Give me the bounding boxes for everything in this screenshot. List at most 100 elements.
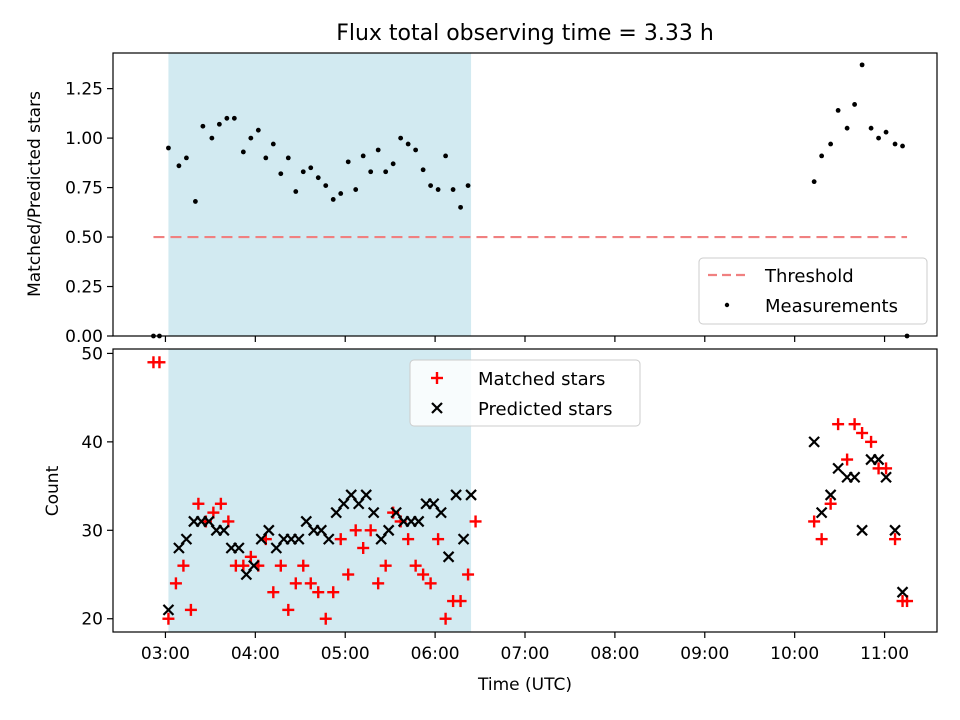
legend-matched-label: Matched stars — [478, 369, 605, 390]
measurement-point — [315, 175, 321, 181]
measurement-point — [383, 169, 389, 175]
predicted-stars-series — [162, 436, 909, 616]
matched-star-point — [237, 559, 250, 572]
measurement-point — [330, 197, 336, 202]
measurement-point — [375, 147, 381, 153]
y-tick-label: 30 — [81, 521, 103, 541]
matched-star-point — [439, 612, 452, 625]
measurement-point — [193, 199, 198, 204]
matched-star-point — [184, 603, 197, 616]
predicted-star-point — [162, 604, 175, 616]
predicted-star-point — [292, 533, 305, 545]
x-tick-label: 09:00 — [680, 644, 729, 664]
predicted-star-point — [367, 506, 380, 519]
predicted-star-point — [435, 506, 447, 519]
top-axes-frame — [112, 52, 938, 337]
measurement-point — [844, 125, 850, 131]
measurement-point — [883, 129, 889, 135]
bottom-x-ticks: 03:00 04:00 05:00 06:00 07:00 08:00 09:00 10:00… — [141, 632, 909, 664]
predicted-star-point — [889, 524, 901, 537]
measurement-point — [413, 147, 419, 153]
predicted-star-point — [442, 551, 455, 563]
matched-star-point — [432, 533, 445, 546]
matched-star-point — [162, 612, 175, 625]
matched-star-point — [856, 427, 869, 440]
measurement-point — [900, 143, 905, 149]
measurement-point — [308, 165, 314, 171]
measurement-point — [184, 155, 189, 161]
predicted-star-point — [248, 559, 260, 572]
measurement-point — [876, 135, 881, 141]
measurement-point — [428, 183, 434, 188]
measurement-point — [450, 187, 456, 192]
measurement-point — [216, 121, 222, 127]
matched-star-point — [327, 586, 340, 599]
matched-star-point — [357, 541, 370, 554]
measurement-point — [293, 189, 299, 194]
matched-star-point — [282, 603, 295, 616]
predicted-star-point — [412, 515, 425, 528]
y-tick-label: 1.25 — [65, 80, 103, 100]
measurement-point — [458, 204, 463, 210]
predicted-star-point — [180, 533, 193, 545]
measurement-point — [278, 171, 284, 177]
matched-star-point — [417, 568, 430, 581]
matched-star-point — [267, 586, 280, 599]
measurement-point — [240, 149, 246, 155]
legend-predicted-swatch — [431, 402, 443, 414]
measurement-point — [166, 145, 171, 151]
measurement-point — [360, 153, 366, 159]
measurement-point — [819, 153, 825, 159]
top-x-ticks — [164, 336, 886, 342]
predicted-star-point — [465, 489, 477, 501]
predicted-star-point — [218, 524, 230, 537]
measurement-point — [398, 135, 404, 141]
matched-star-point — [808, 515, 821, 528]
predicted-star-point — [832, 462, 844, 475]
matched-star-point — [841, 453, 854, 466]
matched-star-point — [865, 435, 878, 448]
measurement-point — [892, 141, 898, 147]
matched-star-point — [349, 524, 362, 537]
matched-star-point — [815, 533, 828, 546]
x-tick-label: 05:00 — [321, 644, 370, 664]
legend-matched-swatch — [431, 372, 443, 384]
matched-star-point — [297, 559, 310, 572]
matched-star-point — [469, 515, 482, 528]
measurement-point — [420, 167, 426, 173]
measurement-point — [255, 127, 261, 133]
x-axis-label: Time (UTC) — [477, 675, 572, 695]
matched-star-point — [319, 612, 332, 625]
matched-star-point — [364, 524, 377, 537]
measurement-point — [465, 183, 471, 188]
predicted-star-point — [450, 489, 462, 501]
predicted-star-point — [382, 524, 395, 537]
legend-measurements-swatch — [724, 302, 730, 308]
top-panel: 0.00 0.25 0.50 0.75 1.00 1.25 Matched/Predict… — [25, 52, 938, 347]
top-legend: Threshold Measurements — [698, 257, 928, 325]
top-y-ticks: 0.00 0.25 0.50 0.75 1.00 1.25 — [65, 80, 113, 347]
measurement-point — [338, 191, 344, 196]
measurement-point — [270, 141, 276, 147]
predicted-star-point — [872, 453, 885, 466]
bottom-axes-frame — [112, 348, 938, 633]
x-tick-label: 08:00 — [590, 644, 639, 664]
x-tick-label: 10:00 — [770, 644, 819, 664]
x-tick-label: 11:00 — [860, 644, 909, 664]
matched-star-point — [244, 550, 257, 563]
x-tick-label: 03:00 — [141, 644, 190, 664]
predicted-star-point — [815, 506, 828, 519]
predicted-star-point — [848, 471, 861, 484]
measurement-point — [435, 187, 441, 192]
chart-title: Flux total observing time = 3.33 h — [336, 21, 714, 46]
matched-star-point — [424, 577, 437, 590]
predicted-star-point — [880, 471, 892, 484]
matched-star-point — [462, 568, 475, 581]
matched-star-point — [880, 462, 893, 475]
matched-star-point — [153, 356, 166, 369]
y-tick-label: 0.75 — [65, 179, 103, 199]
predicted-star-point — [896, 586, 909, 598]
y-tick-label: 20 — [81, 610, 103, 630]
